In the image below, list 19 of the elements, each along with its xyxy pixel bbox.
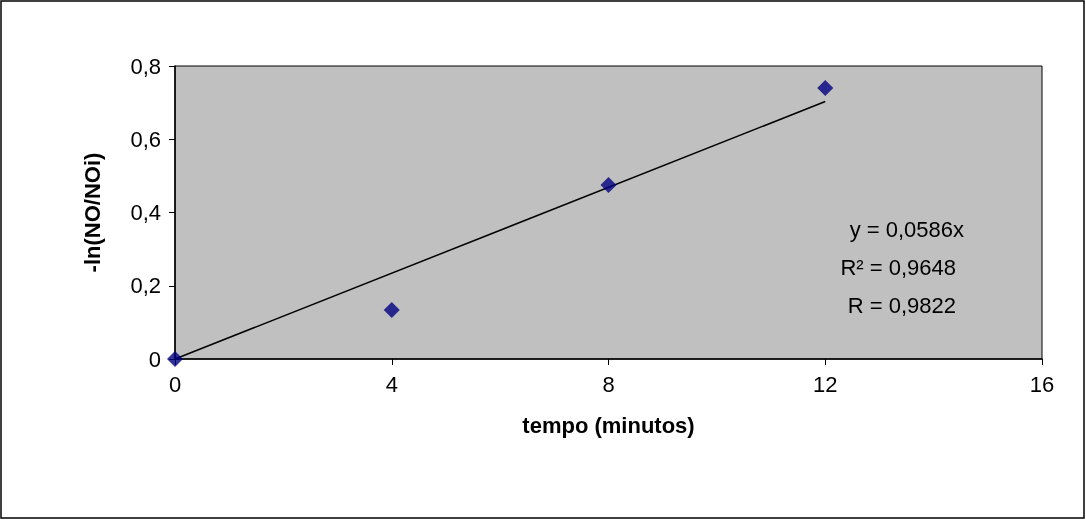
x-tick-label: 8 — [602, 371, 615, 397]
y-tick-label: 0,8 — [130, 53, 161, 79]
x-tick-label: 0 — [168, 371, 182, 397]
annotation: y = 0,0586x — [849, 216, 965, 242]
point — [167, 351, 183, 367]
point — [817, 79, 834, 96]
y-tick-label: 0,4 — [130, 200, 161, 225]
y-tick-label: 0,2 — [130, 273, 161, 299]
x-tick-label: 16 — [1029, 371, 1055, 397]
annotation: R = 0,9822 — [847, 292, 956, 318]
y-tick-label: 0 — [148, 346, 161, 372]
y-axis-title: -ln(NO/NOi) — [79, 152, 105, 273]
x-tick-label: 12 — [813, 371, 838, 397]
x-axis-title: tempo (minutos) — [522, 412, 695, 438]
x-tick-label: 4 — [385, 371, 398, 397]
point — [383, 301, 400, 318]
y-tick-label: 0,6 — [130, 126, 161, 152]
point — [600, 177, 617, 194]
annotation: R² = 0,9648 — [840, 254, 956, 280]
